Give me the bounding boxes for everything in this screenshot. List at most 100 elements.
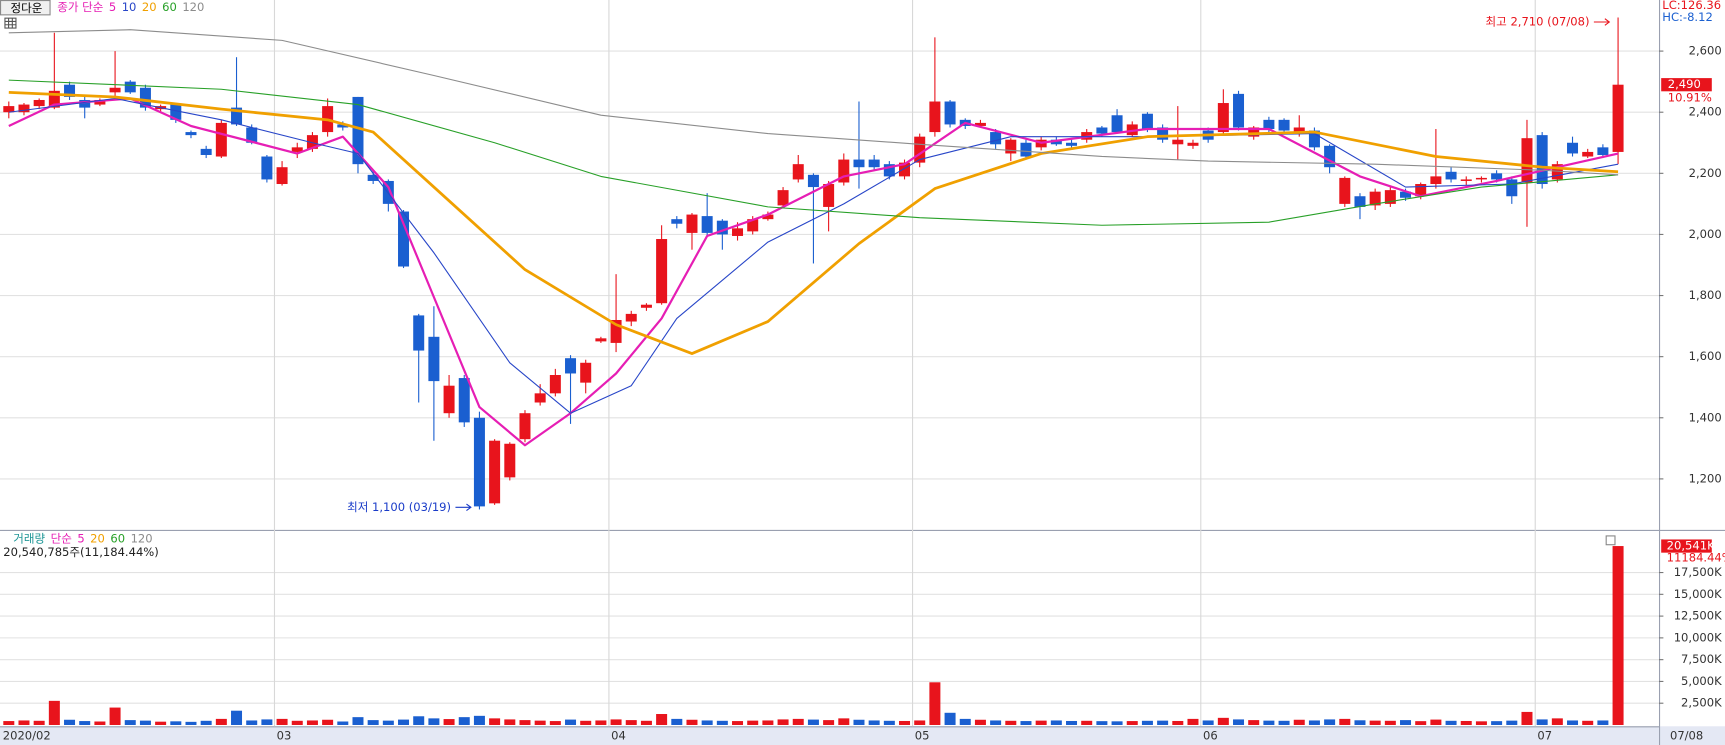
legend-entry: 5: [77, 532, 84, 546]
volume-bar: [170, 721, 182, 725]
volume-bar: [1141, 720, 1153, 725]
y-tick-label: 10,000K: [1674, 630, 1722, 644]
volume-bar: [1491, 721, 1503, 725]
volume-bar: [1612, 546, 1624, 725]
volume-bar: [883, 720, 895, 725]
candle-body: [1172, 139, 1184, 145]
candle-body: [1551, 164, 1563, 180]
volume-bar: [1445, 720, 1457, 725]
last-volume-box: [1661, 539, 1712, 553]
volume-bar: [732, 721, 744, 725]
volume-bar: [914, 720, 926, 725]
candle-body: [1263, 119, 1275, 130]
y-tick-label: 7,500K: [1681, 652, 1722, 666]
candle-body: [671, 219, 683, 224]
volume-bar: [1217, 717, 1229, 725]
volume-bar: [1582, 720, 1594, 725]
volume-bar: [1020, 721, 1032, 725]
candle-body: [489, 440, 501, 504]
candle-body: [398, 211, 410, 267]
volume-summary: 20,540,785주(11,184.44%): [3, 545, 158, 559]
candle-body: [1278, 119, 1290, 131]
candle-body: [139, 87, 151, 108]
candle-body: [1430, 176, 1442, 185]
candle-body: [185, 132, 197, 136]
candle-body: [762, 214, 774, 220]
candle-body: [868, 159, 880, 168]
volume-bar: [231, 710, 243, 725]
legend-entry: 20: [142, 0, 157, 14]
candle-body: [686, 214, 698, 233]
candle-body: [367, 174, 379, 181]
y-tick-label: 17,500K: [1674, 565, 1722, 579]
volume-bar: [352, 717, 364, 725]
candle-body: [1217, 103, 1229, 133]
x-tick-label: 05: [915, 729, 930, 743]
volume-title: 거래량: [13, 532, 45, 546]
volume-change: 11184.44%: [1667, 551, 1725, 565]
candle-body: [580, 362, 592, 383]
candle-body: [640, 304, 652, 308]
candle-body: [838, 159, 850, 183]
candle-body: [428, 336, 440, 382]
volume-bar: [1066, 720, 1078, 725]
candle-body: [1415, 184, 1427, 197]
volume-bar: [367, 720, 379, 725]
stock-name-button[interactable]: [0, 0, 51, 16]
text-layer: 1,200 1,400 1,600 1,800 2,000 2,200 2,400 2,600…: [3, 0, 1725, 743]
grid-icon[interactable]: [4, 17, 17, 29]
candle-body: [1612, 84, 1624, 152]
volume-bar: [246, 720, 258, 725]
candle-body: [48, 90, 60, 108]
candle-body: [625, 313, 637, 322]
volume-bar: [1536, 719, 1548, 725]
volume-bar: [1551, 718, 1563, 725]
volume-bar: [838, 718, 850, 725]
legend-entry: 10: [122, 0, 137, 14]
volume-bar: [1248, 720, 1260, 725]
volume-bar: [1202, 720, 1214, 725]
y-tick-label: 2,200: [1689, 166, 1722, 180]
candle-body: [990, 132, 1002, 145]
volume-bar: [185, 721, 197, 725]
volume-bar: [792, 718, 804, 725]
candle-body: [1157, 127, 1169, 140]
current-date-label: 07/08: [1670, 729, 1703, 743]
moving-average-line: [8, 97, 1619, 447]
volume-bar: [823, 720, 835, 725]
candle-body: [610, 319, 622, 343]
candle-body: [1400, 191, 1412, 198]
candle-body: [1475, 177, 1487, 180]
volume-bar: [1050, 720, 1062, 725]
candle-body: [458, 378, 470, 423]
candle-body: [413, 315, 425, 351]
volume-bar: [777, 719, 789, 725]
candle-body: [853, 159, 865, 168]
volume-bar: [473, 715, 485, 725]
candle-body: [231, 107, 243, 125]
high-annotation: 최고 2,710 (07/08): [1486, 15, 1590, 29]
legend-entry: 120: [182, 0, 204, 14]
candle-body: [3, 106, 15, 113]
volume-bar: [610, 719, 622, 725]
candle-body: [18, 104, 30, 113]
stock-name[interactable]: 정다운: [10, 1, 42, 15]
last-change: 10.91%: [1668, 90, 1712, 104]
candle-body: [1384, 190, 1396, 204]
volume-bar: [337, 721, 349, 725]
candle-body: [1187, 142, 1199, 146]
y-tick-label: 1,400: [1689, 410, 1722, 424]
candle-body: [1506, 179, 1518, 197]
candle-body: [215, 122, 227, 157]
volume-bar: [974, 719, 986, 725]
candle-body: [352, 96, 364, 165]
volume-bar: [686, 719, 698, 725]
volume-bar: [959, 718, 971, 725]
volume-panel-toggle[interactable]: [1605, 535, 1616, 546]
last-volume: 20,541K: [1667, 539, 1715, 553]
candle-body: [549, 374, 561, 394]
candle-body: [1293, 127, 1305, 134]
candle-body: [1567, 142, 1579, 154]
volume-bar: [1308, 720, 1320, 725]
volume-bar: [807, 719, 819, 725]
